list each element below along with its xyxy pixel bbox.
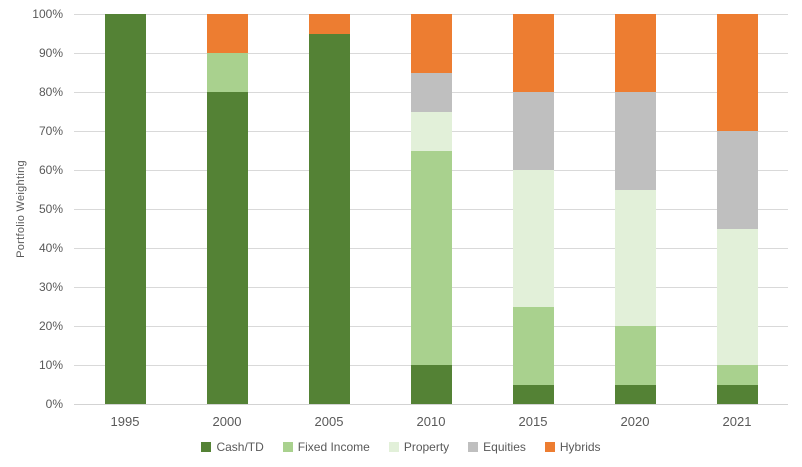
bar-segment-hybrids-2015 [512,14,554,92]
legend-label-fixed-income: Fixed Income [297,440,370,454]
legend-swatch-property [388,442,399,452]
legend-label-cash-td: Cash/TD [216,440,264,454]
x-tick-label-2000: 2000 [212,414,242,429]
bar-segment-equities-2021 [716,131,758,229]
bar-segment-cash-td-2005 [308,33,350,404]
legend: Cash/TD Fixed Income Property Equities Hybri… [0,440,802,454]
y-tick-label-70: 70% [38,124,63,138]
legend-label-hybrids: Hybrids [559,440,601,454]
x-tick-label-2020: 2020 [620,414,650,429]
bar-segment-property-2015 [512,170,554,307]
bar-segment-property-2010 [410,111,452,151]
y-tick-label-60: 60% [38,163,63,177]
bar-segment-fixed-income-2015 [512,306,554,385]
y-tick-label-80: 80% [38,85,63,99]
legend-item-property: Property [388,440,450,454]
legend-item-fixed-income: Fixed Income [282,440,370,454]
bar-2000 [206,14,248,404]
bar-2020 [614,14,656,404]
y-tick-label-10: 10% [38,358,63,372]
plot-area [74,14,788,405]
x-tick-label-1995: 1995 [110,414,140,429]
legend-swatch-cash-td [201,442,212,452]
bar-segment-hybrids-2000 [206,14,248,53]
y-tick-label-20: 20% [38,319,63,333]
bar-segment-hybrids-2021 [716,14,758,131]
bar-segment-cash-td-2010 [410,365,452,404]
legend-item-hybrids: Hybrids [544,440,601,454]
y-tick-label-50: 50% [38,202,63,216]
bar-2005 [308,14,350,404]
legend-item-cash-td: Cash/TD [201,440,264,454]
bar-segment-fixed-income-2020 [614,326,656,385]
bar-segment-fixed-income-2010 [410,150,452,365]
bar-2015 [512,14,554,404]
x-tick-label-2021: 2021 [722,414,752,429]
x-tick-label-2015: 2015 [518,414,548,429]
bar-segment-cash-td-2000 [206,92,248,404]
bar-segment-equities-2010 [410,72,452,112]
bar-segment-cash-td-1995 [104,14,146,404]
bar-segment-equities-2015 [512,92,554,170]
legend-swatch-hybrids [544,442,555,452]
legend-swatch-fixed-income [282,442,293,452]
bar-segment-hybrids-2010 [410,14,452,73]
y-tick-label-0: 0% [45,397,63,411]
bar-segment-property-2021 [716,228,758,365]
bar-2021 [716,14,758,404]
bar-segment-cash-td-2015 [512,384,554,404]
y-tick-label-30: 30% [38,280,63,294]
bar-segment-property-2020 [614,189,656,326]
bar-segment-cash-td-2020 [614,384,656,404]
bar-segment-hybrids-2005 [308,14,350,34]
y-tick-label-40: 40% [38,241,63,255]
bar-segment-cash-td-2021 [716,384,758,404]
bar-2010 [410,14,452,404]
y-tick-label-100: 100% [32,7,63,21]
x-tick-label-2010: 2010 [416,414,446,429]
bar-segment-equities-2020 [614,92,656,190]
legend-item-equities: Equities [468,440,526,454]
x-tick-label-2005: 2005 [314,414,344,429]
bar-segment-fixed-income-2000 [206,53,248,92]
bar-segment-hybrids-2020 [614,14,656,92]
bar-1995 [104,14,146,404]
legend-label-equities: Equities [483,440,526,454]
y-tick-label-90: 90% [38,46,63,60]
bar-segment-fixed-income-2021 [716,365,758,385]
legend-swatch-equities [468,442,479,452]
legend-label-property: Property [403,440,450,454]
